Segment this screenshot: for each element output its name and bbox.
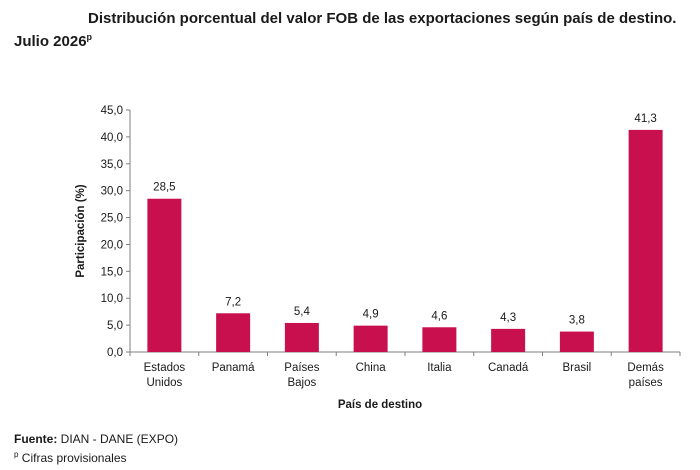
x-axis-title: País de destino bbox=[338, 399, 422, 411]
x-tick-label: Panamá bbox=[212, 362, 255, 374]
bar-value-label: 7,2 bbox=[225, 296, 241, 308]
subtitle-text: Julio 2026 bbox=[14, 33, 87, 50]
y-tick-label: 45,0 bbox=[101, 105, 123, 117]
y-tick-label: 20,0 bbox=[101, 239, 123, 251]
provisional-mark: p bbox=[86, 32, 93, 42]
bar bbox=[353, 325, 388, 352]
bar-value-label: 5,4 bbox=[294, 306, 311, 318]
y-tick-label: 30,0 bbox=[101, 186, 123, 198]
bar bbox=[216, 313, 251, 352]
x-tick-label: Países Bajos bbox=[284, 362, 319, 389]
bar bbox=[559, 331, 594, 352]
bar-value-label: 28,5 bbox=[153, 182, 175, 194]
source-label: Fuente: bbox=[14, 432, 58, 446]
bar-value-label: 41,3 bbox=[634, 113, 656, 125]
y-tick-label: 10,0 bbox=[101, 293, 123, 305]
y-tick-label: 25,0 bbox=[101, 213, 123, 225]
x-tick-label: Estados Unidos bbox=[144, 362, 186, 389]
bar bbox=[147, 198, 182, 352]
bar bbox=[422, 327, 457, 352]
bar-value-label: 4,6 bbox=[431, 310, 447, 322]
note-text: Cifras provisionales bbox=[18, 451, 127, 465]
y-axis-title: Participación (%) bbox=[75, 184, 87, 277]
source-note: Fuente: DIAN - DANE (EXPO) bbox=[14, 432, 178, 446]
y-tick-label: 0,0 bbox=[107, 347, 123, 359]
x-tick-label: Demás países bbox=[627, 362, 664, 389]
x-tick-label: Italia bbox=[427, 362, 452, 374]
bar-value-label: 4,9 bbox=[363, 309, 379, 321]
bar-chart: 0,0 5,0 10,0 15,0 20,0 25,0 30,0 35,0 40,0 45,0 28… bbox=[75, 105, 681, 411]
y-tick-label: 15,0 bbox=[101, 266, 123, 278]
bar bbox=[284, 322, 319, 352]
x-tick-label: China bbox=[356, 362, 387, 374]
bar-value-label: 3,8 bbox=[569, 315, 585, 327]
note-mark: p bbox=[14, 450, 19, 459]
bar bbox=[628, 129, 663, 352]
x-tick-label: Brasil bbox=[562, 362, 591, 374]
x-tick-label: Canadá bbox=[488, 362, 529, 374]
y-tick-label: 35,0 bbox=[101, 159, 123, 171]
chart-title: Distribución porcentual del valor FOB de… bbox=[88, 10, 677, 27]
y-tick-label: 40,0 bbox=[101, 132, 123, 144]
source-text: DIAN - DANE (EXPO) bbox=[57, 432, 179, 446]
provisional-note: p Cifras provisionales bbox=[14, 450, 127, 465]
chart-subtitle: Julio 2026p bbox=[14, 32, 92, 50]
bar bbox=[491, 328, 526, 352]
bar-value-label: 4,3 bbox=[500, 312, 516, 324]
y-tick-label: 5,0 bbox=[107, 320, 123, 332]
